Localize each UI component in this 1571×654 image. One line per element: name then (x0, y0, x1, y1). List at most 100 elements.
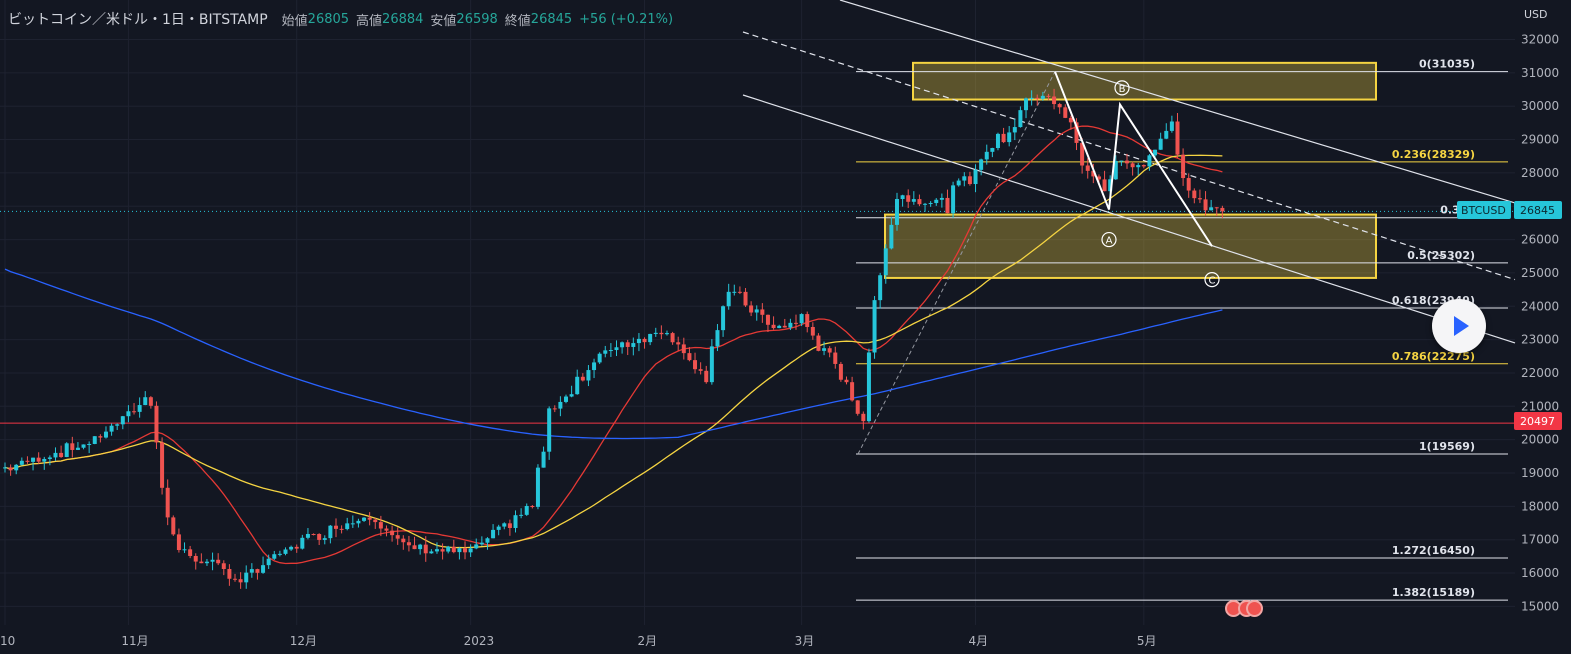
candle-body (328, 525, 333, 539)
candle-body (603, 350, 608, 354)
candle-body (698, 369, 703, 371)
time-tick-label: 2月 (638, 634, 658, 648)
candle-body (300, 537, 305, 549)
low-label: 安値 (430, 13, 457, 29)
candle-body (687, 353, 692, 361)
candle-body (378, 522, 383, 529)
candle-body (816, 335, 821, 351)
price-tick-label: 19000 (1521, 466, 1559, 480)
candle-body (945, 197, 950, 214)
candle-body (592, 362, 597, 371)
ma-mid-line (4, 154, 1223, 549)
ma-long-line (4, 268, 1223, 440)
candle-body (995, 133, 1000, 149)
candle-body (132, 411, 137, 413)
candle-body (249, 569, 254, 573)
candle-body (1040, 95, 1045, 99)
candle-body (709, 346, 714, 383)
last-price-box (1514, 201, 1562, 219)
candle-body (1068, 117, 1073, 123)
candle-body (216, 559, 221, 564)
candle-body (507, 523, 512, 528)
candle-body (261, 565, 266, 573)
candle-body (1203, 199, 1208, 211)
candle-body (625, 342, 630, 347)
candle-body (384, 528, 389, 531)
wave-label: B (1119, 84, 1126, 95)
candle-body (653, 332, 658, 334)
candle-body (1102, 179, 1107, 192)
candle-body (586, 370, 591, 381)
candle-body (496, 526, 501, 530)
fib-levels: 0(31035)0.236(28329)0.3820.5(25302)0.618… (0, 58, 1515, 601)
time-tick-label: 11月 (121, 634, 148, 648)
candle-body (165, 487, 170, 518)
candle-body (193, 555, 198, 562)
candle-body (356, 520, 361, 524)
candle-body (704, 370, 709, 383)
candle-body (1108, 179, 1113, 192)
candle-body (597, 353, 602, 363)
candle-body (777, 325, 782, 329)
time-tick-label: 2023 (464, 634, 495, 648)
candle-body (468, 548, 473, 553)
candle-body (272, 554, 277, 559)
price-tick-label: 23000 (1521, 333, 1559, 347)
price-tick-label: 29000 (1521, 133, 1559, 147)
axes: USD 320003100030000290002800027000260002… (0, 8, 1559, 648)
candle-body (906, 195, 911, 202)
candle-body (676, 342, 681, 345)
candle-body (204, 561, 209, 564)
candle-body (659, 332, 664, 335)
wave-label-circle (1114, 80, 1130, 96)
candle-body (1197, 198, 1202, 200)
candle-body (238, 579, 243, 583)
candle-body (749, 305, 754, 313)
candle-body (429, 551, 434, 554)
play-button[interactable] (1432, 299, 1486, 353)
candle-body (1018, 110, 1023, 128)
price-tick-label: 18000 (1521, 499, 1559, 513)
candle-body (519, 514, 524, 516)
candle-body (737, 291, 742, 293)
candle-body (866, 352, 871, 422)
candle-body (1007, 132, 1012, 143)
candle-body (148, 397, 153, 406)
candle-body (631, 343, 636, 347)
candle-body (1012, 127, 1017, 133)
level-box (1514, 412, 1562, 430)
candle-body (726, 291, 731, 307)
candle-body (614, 347, 619, 351)
time-tick-label: 12月 (290, 634, 317, 648)
candle-body (513, 515, 518, 528)
price-tick-label: 15000 (1521, 599, 1559, 613)
candle-body (1220, 207, 1225, 212)
candle-body (317, 534, 322, 540)
candle-body (1209, 207, 1214, 211)
candle-body (715, 330, 720, 347)
close-label: 終値 (504, 13, 531, 29)
close-value: 26845 (530, 11, 573, 27)
fib-label: 0.786(22275) (1392, 350, 1475, 363)
candle-body (412, 545, 417, 550)
price-badges: BTCUSD 26845 20497 (1457, 201, 1562, 430)
candle-body (176, 534, 181, 551)
candle-body (1130, 163, 1135, 168)
candle-body (850, 382, 855, 401)
candle-body (109, 425, 114, 432)
us-flag-event-icon-3[interactable] (1246, 600, 1263, 617)
symbol-title[interactable]: ビットコイン／米ドル・1日・BITSTAMP (8, 12, 268, 28)
candle-body (64, 443, 69, 458)
fib-zone (884, 213, 1377, 279)
candle-body (305, 533, 310, 538)
price-tick-label: 32000 (1521, 33, 1559, 47)
candle-body (485, 538, 490, 543)
price-tick-label: 24000 (1521, 299, 1559, 313)
price-tick-label: 16000 (1521, 566, 1559, 580)
candle-body (42, 458, 47, 462)
candle-body (558, 401, 563, 409)
candle-body (575, 376, 580, 395)
candle-body (1035, 97, 1040, 99)
candle-body (693, 360, 698, 370)
